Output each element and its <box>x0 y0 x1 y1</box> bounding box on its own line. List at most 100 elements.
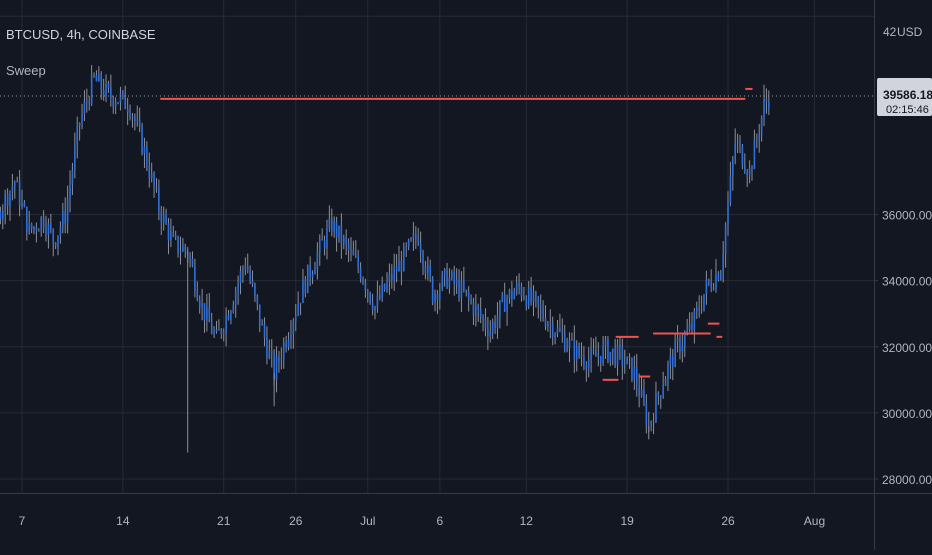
candle-body <box>268 350 271 358</box>
candle-body <box>717 273 720 280</box>
candle-body <box>647 424 650 426</box>
countdown-value: 02:15:46 <box>886 104 929 116</box>
candle-body <box>501 294 504 301</box>
symbol-title[interactable]: BTCUSD, 4h, COINBASE <box>6 27 156 42</box>
candle-body <box>695 307 698 311</box>
candle-body <box>556 327 559 335</box>
candle-body <box>568 339 571 348</box>
candle-body <box>667 364 669 380</box>
candle-body <box>26 206 28 233</box>
candle-body <box>371 302 374 311</box>
candle-body <box>635 366 638 386</box>
candle-body <box>527 287 530 307</box>
candle-body <box>21 202 23 207</box>
x-tick-label: 26 <box>721 514 735 528</box>
candle-body <box>744 166 746 173</box>
candle-body <box>117 102 119 104</box>
candle-body <box>707 279 710 282</box>
x-tick-label: 12 <box>520 514 534 528</box>
candle-body <box>427 264 429 273</box>
candle-body <box>100 73 103 90</box>
candle-body <box>162 214 165 223</box>
candle-body <box>537 296 540 306</box>
candle-body <box>352 249 355 255</box>
candle-body <box>232 305 235 313</box>
indicator-label-sweep[interactable]: Sweep <box>6 63 46 78</box>
candle-body <box>741 145 744 167</box>
candle-body <box>83 101 86 114</box>
candle-body <box>508 290 511 299</box>
candle-body <box>148 166 151 179</box>
candle-body <box>671 356 674 367</box>
candle-body <box>263 323 266 339</box>
candle-body <box>143 146 146 154</box>
candle-body <box>499 300 501 317</box>
candle-body <box>604 339 607 346</box>
candle-body <box>266 338 268 358</box>
candle-body <box>602 345 604 364</box>
candle-body <box>309 264 311 278</box>
candle-body <box>362 278 364 283</box>
candle-body <box>376 294 379 307</box>
candle-body <box>225 315 227 333</box>
candle-body <box>643 389 645 403</box>
candle-body <box>227 315 230 320</box>
candle-body <box>45 226 47 235</box>
candle-body <box>131 116 134 118</box>
candle-body <box>136 119 139 122</box>
candle-body <box>242 268 244 272</box>
candle-body <box>753 139 756 170</box>
candle-body <box>417 238 420 244</box>
candle-body <box>357 256 359 268</box>
candle-body <box>547 323 549 327</box>
candle-body <box>515 283 518 292</box>
candle-body <box>698 307 700 311</box>
candle-body <box>150 173 153 179</box>
candle-body <box>395 267 398 272</box>
candle-body <box>359 267 362 279</box>
candle-body <box>88 101 91 104</box>
candle-body <box>626 356 628 364</box>
candle-body <box>679 338 681 352</box>
candle-body <box>302 278 304 303</box>
candle-body <box>338 225 340 238</box>
candle-body <box>453 272 456 284</box>
candle-body <box>410 239 412 241</box>
currency-label[interactable]: USD <box>897 25 923 39</box>
candle-body <box>446 269 448 288</box>
y-tick-label: 32000.00 <box>882 341 932 355</box>
candle-body <box>518 283 520 287</box>
candle-body <box>314 269 316 275</box>
candle-body <box>549 322 552 324</box>
candle-body <box>575 345 578 360</box>
candle-body <box>544 318 547 327</box>
candle-body <box>494 322 496 328</box>
candle-body <box>732 159 734 177</box>
candle-body <box>729 176 732 203</box>
y-tick-label: 34000.00 <box>882 275 932 289</box>
candle-body <box>763 99 765 117</box>
candle-body <box>623 363 626 366</box>
candle-body <box>739 142 741 146</box>
candle-body <box>511 290 513 299</box>
y-tick-label: 36000.00 <box>882 209 932 223</box>
candle-body <box>645 402 648 426</box>
candle-body <box>191 258 194 266</box>
candle-body <box>179 251 182 253</box>
candle-body <box>727 202 729 226</box>
candle-body <box>431 277 434 303</box>
candle-body <box>412 234 415 240</box>
candle-body <box>66 199 69 224</box>
candle-body <box>503 294 506 312</box>
candle-body <box>477 305 480 310</box>
candle-body <box>273 353 275 380</box>
candle-body <box>487 328 489 337</box>
candle-body <box>616 344 619 365</box>
candle-body <box>482 316 484 319</box>
candle-body <box>321 238 323 241</box>
x-tick-label: Aug <box>804 514 825 528</box>
candle-body <box>196 290 199 300</box>
x-tick-label: 21 <box>217 514 231 528</box>
